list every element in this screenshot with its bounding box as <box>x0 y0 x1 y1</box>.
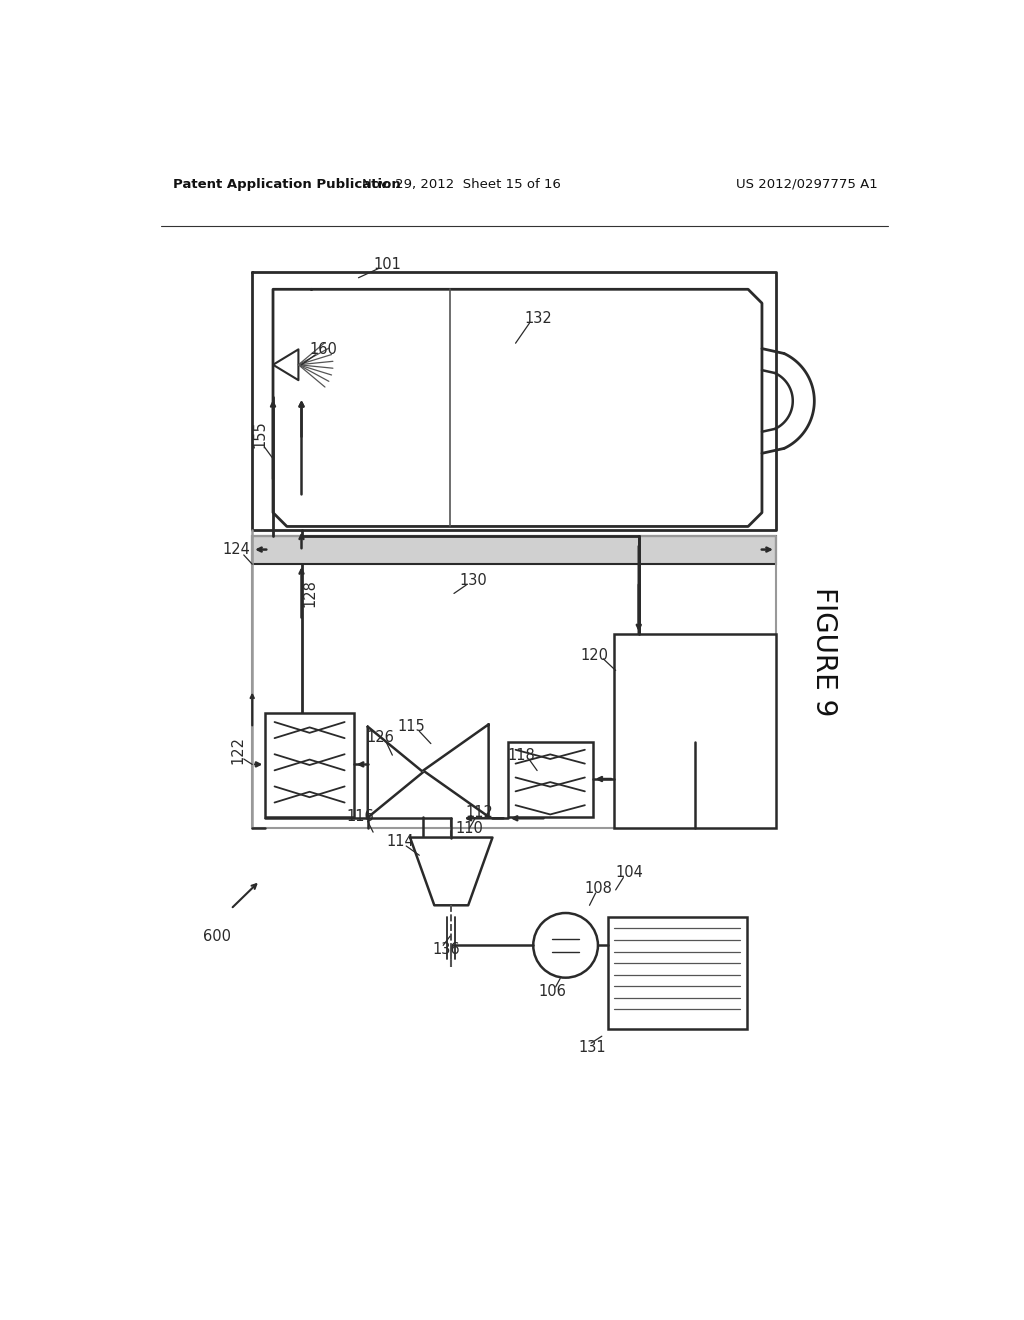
Text: 108: 108 <box>585 880 612 896</box>
Text: 101: 101 <box>373 257 401 272</box>
Text: 600: 600 <box>203 928 230 944</box>
Text: 112: 112 <box>466 805 494 821</box>
Text: FIGURE 9: FIGURE 9 <box>810 586 838 715</box>
Text: 132: 132 <box>524 312 553 326</box>
Text: 160: 160 <box>309 342 337 356</box>
Text: 136: 136 <box>432 942 460 957</box>
Bar <box>265 713 354 817</box>
Bar <box>508 742 593 817</box>
Text: 106: 106 <box>539 983 566 999</box>
Text: 114: 114 <box>386 834 414 849</box>
Text: Nov. 29, 2012  Sheet 15 of 16: Nov. 29, 2012 Sheet 15 of 16 <box>362 178 561 190</box>
Text: 110: 110 <box>456 821 483 836</box>
Text: 120: 120 <box>581 648 608 663</box>
Text: Patent Application Publication: Patent Application Publication <box>173 178 400 190</box>
Bar <box>614 635 776 829</box>
Text: 116: 116 <box>346 809 374 824</box>
Bar <box>608 917 746 1028</box>
Text: 118: 118 <box>508 747 536 763</box>
Text: 124: 124 <box>223 543 251 557</box>
Text: 155: 155 <box>253 420 267 447</box>
Text: 130: 130 <box>460 573 487 587</box>
Text: 131: 131 <box>579 1040 606 1055</box>
Text: 115: 115 <box>397 719 426 734</box>
Text: 128: 128 <box>302 579 317 607</box>
Text: 126: 126 <box>367 730 394 744</box>
Text: 104: 104 <box>615 866 643 880</box>
Text: US 2012/0297775 A1: US 2012/0297775 A1 <box>735 178 878 190</box>
Bar <box>252 536 776 564</box>
Text: 122: 122 <box>230 735 246 764</box>
